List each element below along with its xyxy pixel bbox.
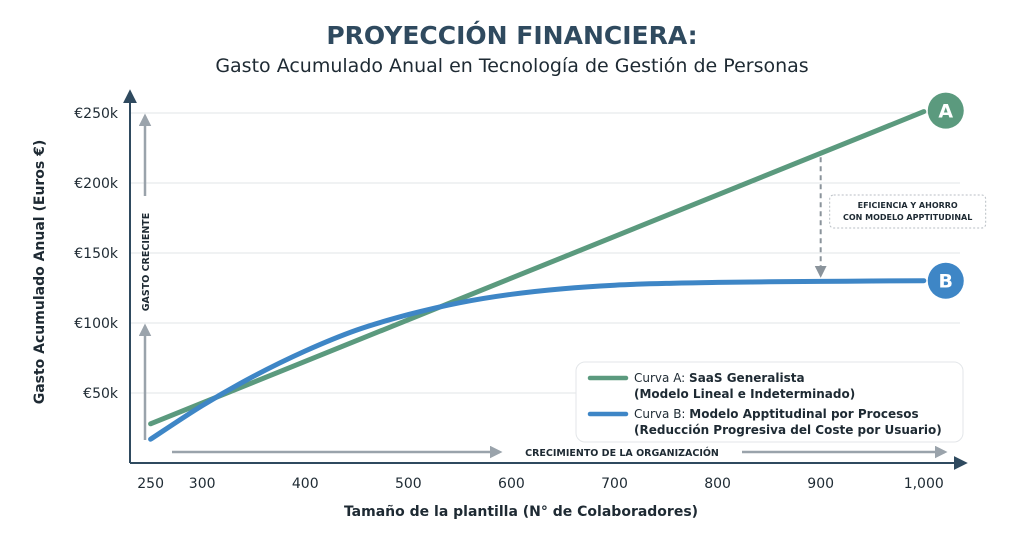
x-axis-label: Tamaño de la plantilla (N° de Colaborado… [344,504,698,520]
series-line-a [148,109,927,427]
y-growth-label: GASTO CRECIENTE [141,213,152,312]
y-axis-label: Gasto Acumulado Anual (Euros €) [32,140,48,405]
x-tick-label: 250 [137,476,164,492]
series-badge-a [927,92,964,129]
x-tick-label: 600 [498,476,525,492]
legend-b-bold: Modelo Apptitudinal por Procesos [689,407,918,421]
x-growth-label: CRECIMIENTO DE LA ORGANIZACIÓN [525,447,719,459]
x-tick-label: 700 [601,476,628,492]
x-tick-label: 400 [292,476,319,492]
x-tick-label: 1,000 [904,476,944,492]
y-tick-label: €250k [74,106,119,122]
x-tick-label: 300 [189,476,216,492]
legend-box [575,361,964,443]
y-tick-label: €150k [74,246,119,262]
legend: Curva A: SaaS Generalista (Modelo Lineal… [575,361,964,443]
grid [130,112,960,394]
x-tick-label: 500 [395,476,422,492]
series-line-b [148,278,927,442]
annotation-line1: EFICIENCIA Y AHORRO [858,201,958,210]
tick-labels: €50k €100k €150k €200k €250k 250 300 400 500 600 7… [74,106,944,492]
series-badge-label-b: B [939,271,953,293]
annotation-box [829,194,987,229]
x-tick-label: 800 [704,476,731,492]
y-tick-label: €200k [74,176,119,192]
series-badge-b [927,262,964,299]
y-tick-label: €50k [83,386,119,402]
legend-label-b: Curva B: Modelo Apptitudinal por Proceso… [634,407,919,421]
legend-a-prefix: Curva A: [634,371,689,385]
legend-b-line2: (Reducción Progresiva del Coste por Usua… [634,423,942,437]
series-layer: AB [148,92,964,442]
y-tick-label: €100k [74,316,119,332]
annotation-line2: CON MODELO APPTITUDINAL [843,213,972,222]
series-badge-label-a: A [938,101,953,123]
legend-label-a: Curva A: SaaS Generalista [634,371,805,385]
legend-a-bold: SaaS Generalista [689,371,805,385]
chart-title: PROYECCIÓN FINANCIERA: [326,20,697,50]
chart-subtitle: Gasto Acumulado Anual en Tecnología de G… [215,55,808,77]
x-tick-label: 900 [807,476,834,492]
legend-a-line2: (Modelo Lineal e Indeterminado) [634,387,855,401]
savings-annotation: EFICIENCIA Y AHORRO CON MODELO APPTITUDIN… [814,157,987,278]
legend-b-prefix: Curva B: [634,407,689,421]
